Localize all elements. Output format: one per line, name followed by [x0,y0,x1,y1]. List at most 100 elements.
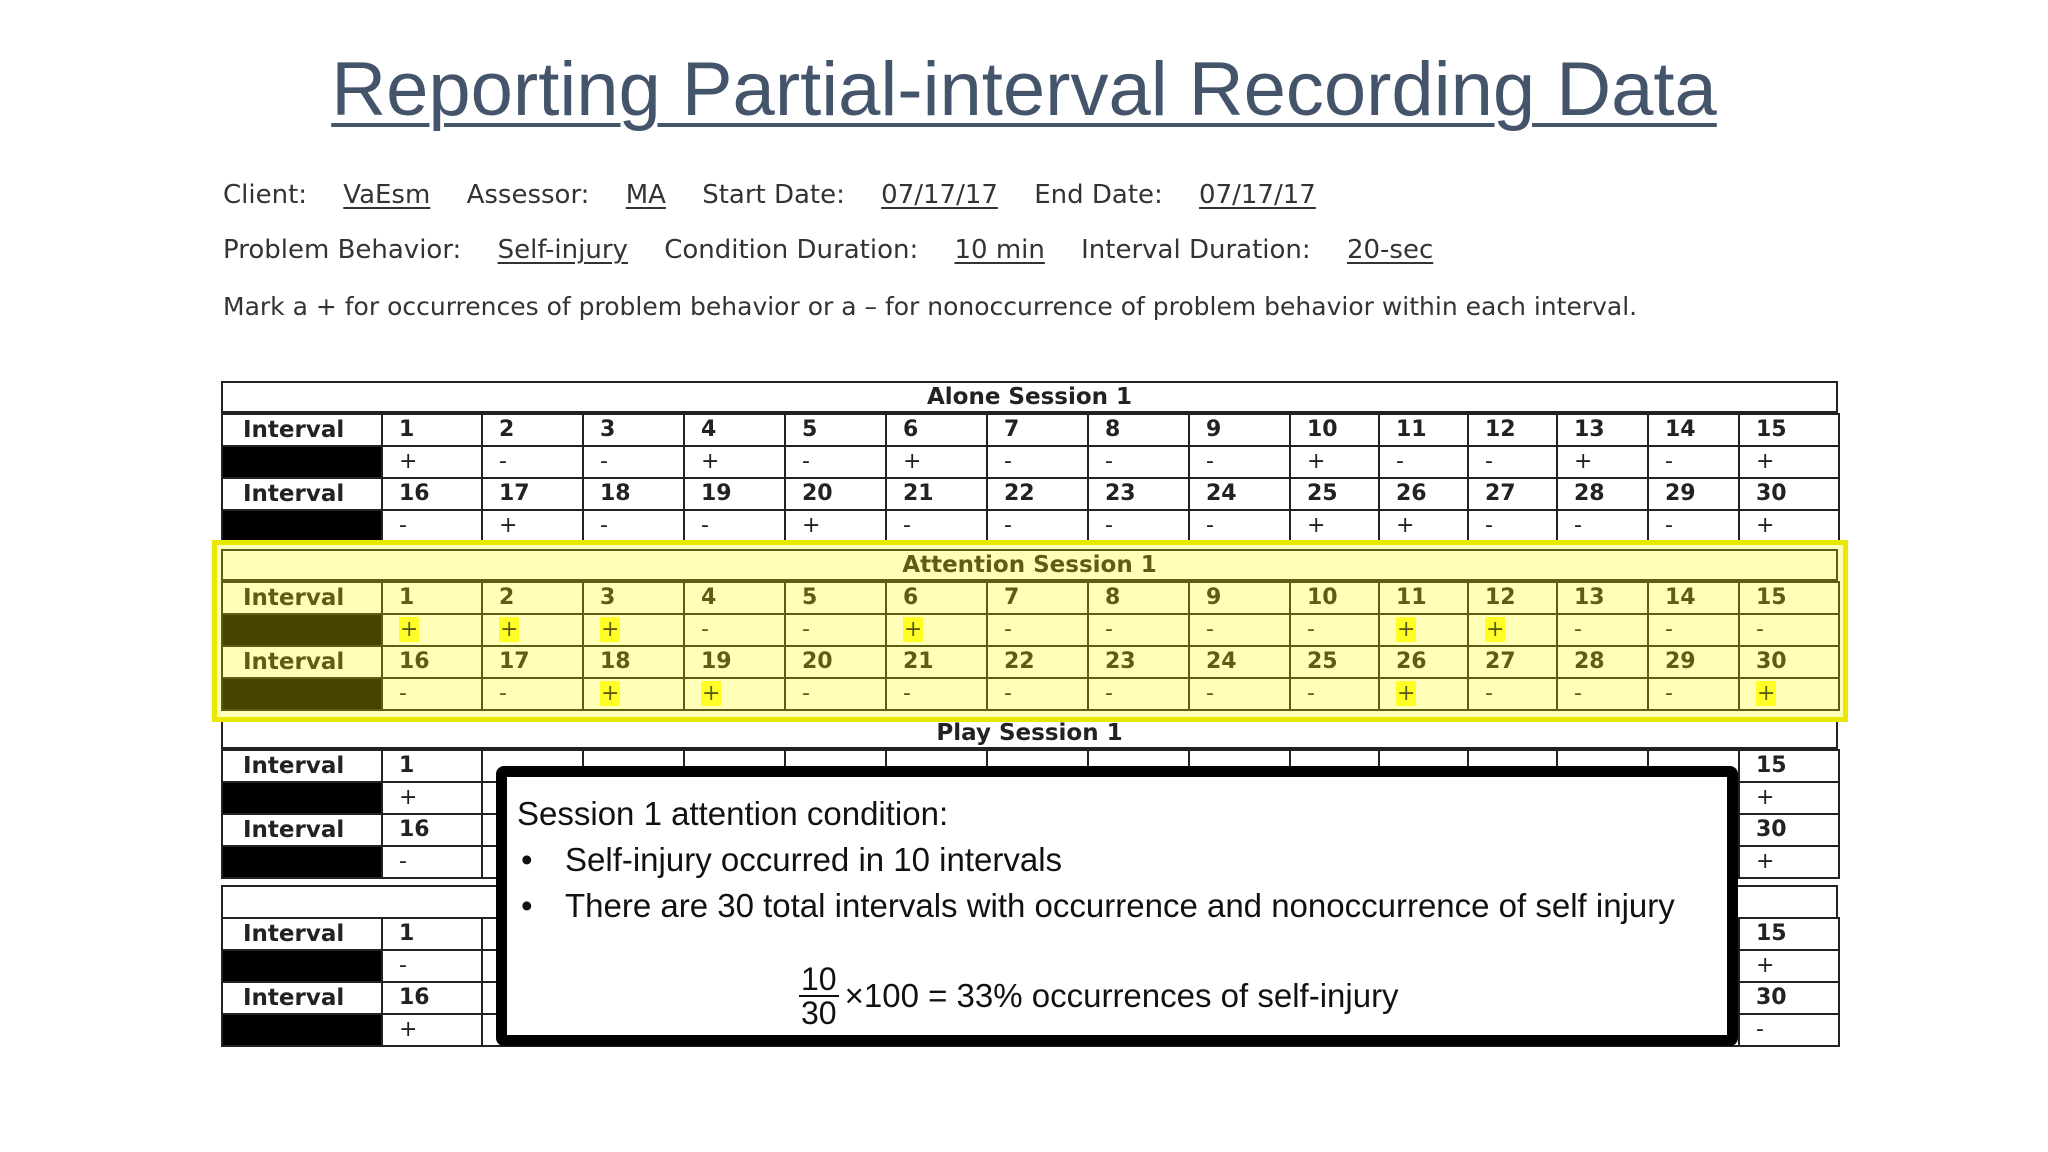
interval-number: 30 [1756,985,1787,1010]
interval-number-cell: 16 [381,645,483,679]
interval-mark-cell: - [1647,445,1740,479]
interval-mark-cell: - [1289,613,1380,647]
instructions: Mark a + for occurrences of problem beha… [223,292,1638,321]
interval-number: 13 [1574,417,1605,442]
interval-mark-cell: + [1289,509,1380,543]
bullet-glyph: • [521,887,533,924]
interval-number-cell: 4 [683,413,786,447]
interval-number: 16 [399,649,430,674]
interval-mark-cell: + [1738,781,1840,815]
slide-title: Reporting Partial-interval Recording Dat… [331,47,1717,132]
interval-number-cell: 24 [1188,477,1291,511]
interval-label: Interval [221,981,383,1015]
interval-number-cell: 14 [1647,581,1740,615]
interval-mark: - [600,449,608,474]
marks-row: + + + - - + - - - - + + - - - [221,613,1840,647]
interval-mark: - [1665,681,1673,706]
start-date-value: 07/17/17 [881,180,998,210]
interval-number: 2 [499,417,515,442]
fraction: 10 30 [799,963,839,1029]
interval-number-cell: 1 [381,917,483,951]
interval-number-cell: 30 [1738,981,1840,1015]
interval-number: 20 [802,481,833,506]
interval-number: 4 [701,585,717,610]
interval-number-cell: 25 [1289,645,1380,679]
interval-number-cell: 30 [1738,645,1840,679]
interval-mark: - [1665,617,1673,642]
interval-mark: - [399,681,407,706]
interval-number-cell: 7 [986,581,1089,615]
interval-mark-cell: + [683,445,786,479]
interval-number-cell: 15 [1738,413,1840,447]
interval-number-cell: 19 [683,477,786,511]
interval-mark: - [701,513,709,538]
interval-mark-cell: + [885,445,988,479]
interval-mark-cell: - [1556,677,1649,711]
interval-number: 30 [1756,817,1787,842]
interval-mark: - [903,681,911,706]
interval-number: 16 [399,985,430,1010]
interval-mark-cell: + [481,509,584,543]
interval-mark-cell: - [1087,509,1190,543]
interval-number: 30 [1756,649,1787,674]
interval-number-cell: 23 [1087,477,1190,511]
interval-number-cell: 21 [885,477,988,511]
interval-number: 23 [1105,481,1136,506]
interval-mark: + [701,681,722,706]
interval-mark: - [399,513,407,538]
interval-number: 12 [1485,585,1516,610]
interval-mark: - [701,617,709,642]
interval-number-cell: 1 [381,749,483,783]
interval-number-cell: 8 [1087,581,1190,615]
interval-mark: - [1004,449,1012,474]
callout-heading: Session 1 attention condition: [517,795,949,832]
interval-mark: - [1206,617,1214,642]
interval-mark: - [1307,681,1315,706]
interval-label: Interval [221,813,383,847]
interval-number-cell: 9 [1188,581,1291,615]
interval-number-cell: 12 [1467,581,1558,615]
interval-mark: + [499,617,520,642]
interval-number: 18 [600,649,631,674]
interval-number: 16 [399,481,430,506]
interval-number-cell: 12 [1467,413,1558,447]
interval-mark: - [1004,617,1012,642]
interval-number: 1 [399,753,415,778]
interval-mark: - [1485,681,1493,706]
interval-number-cell: 13 [1556,581,1649,615]
interval-mark: + [903,449,922,474]
interval-mark: - [1004,513,1012,538]
interval-number: 17 [499,649,530,674]
interval-number-cell: 2 [481,581,584,615]
interval-number-cell: 25 [1289,477,1380,511]
interval-mark: - [1307,617,1315,642]
interval-number-cell: 2 [481,413,584,447]
interval-number-cell: 18 [582,477,685,511]
interval-mark: - [802,681,810,706]
interval-mark-cell: - [885,509,988,543]
interval-mark-cell: + [1289,445,1380,479]
interval-mark-cell: - [1378,445,1469,479]
interval-mark: + [802,513,821,538]
interval-mark-cell: - [1647,613,1740,647]
session-header: Alone Session 1 [221,381,1838,413]
interval-mark: + [399,1017,418,1042]
interval-number: 12 [1485,417,1516,442]
interval-mark-cell: + [1738,845,1840,879]
interval-number: 10 [1307,417,1338,442]
interval-mark: - [1206,513,1214,538]
interval-mark: + [600,617,621,642]
interval-number-cell: 7 [986,413,1089,447]
interval-number: 26 [1396,649,1427,674]
interval-number-cell: 22 [986,645,1089,679]
interval-mark-cell: - [1467,509,1558,543]
black-label-cell [221,509,383,543]
end-date-value: 07/17/17 [1199,180,1316,210]
interval-number-cell: 30 [1738,813,1840,847]
interval-number-cell: 29 [1647,645,1740,679]
interval-number-cell: 5 [784,581,887,615]
interval-mark-cell: - [1188,509,1291,543]
interval-mark-cell: + [683,677,786,711]
interval-number: 24 [1206,649,1237,674]
interval-number: 6 [903,417,919,442]
